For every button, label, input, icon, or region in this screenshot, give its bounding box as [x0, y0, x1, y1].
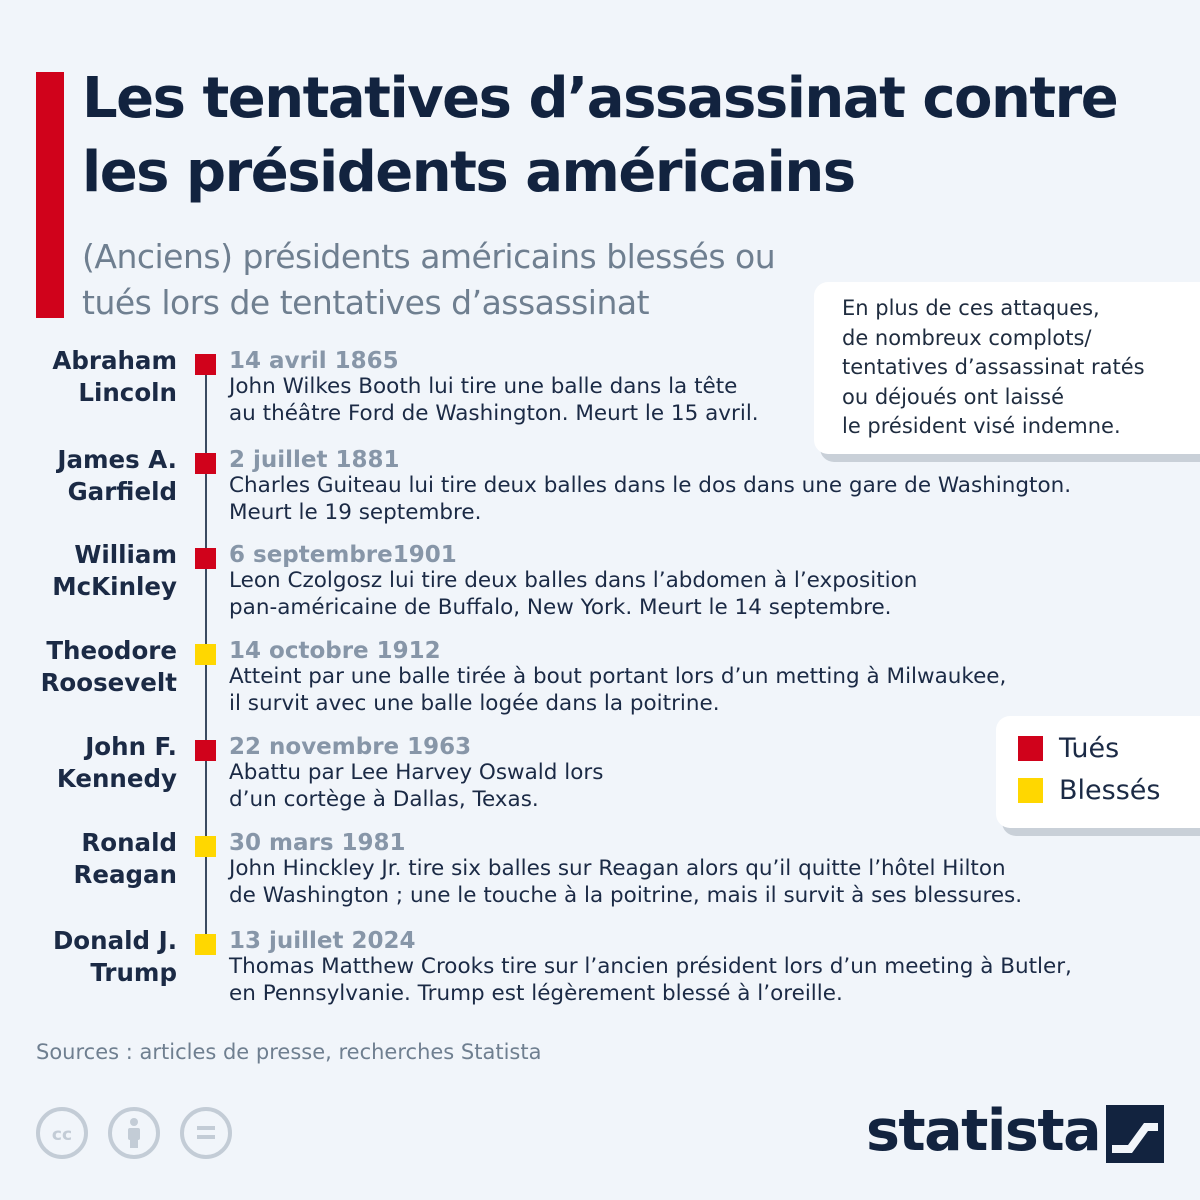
statista-logo-icon — [1106, 1105, 1164, 1163]
president-name: Theodore Roosevelt — [40, 636, 177, 697]
attempt-description: Thomas Matthew Crooks tire sur l’ancien … — [229, 954, 1072, 1006]
attempt-date: 22 novembre 1963 — [229, 734, 472, 760]
wounded-marker — [195, 934, 216, 955]
svg-text:cc: cc — [52, 1125, 72, 1145]
attempt-description: John Hinckley Jr. tire six balles sur Re… — [229, 856, 1023, 908]
attempt-date: 13 juillet 2024 — [229, 928, 416, 954]
killed-marker — [195, 548, 216, 569]
no-derivatives-icon[interactable] — [180, 1107, 232, 1159]
president-name: Abraham Lincoln — [52, 346, 177, 407]
president-name: Ronald Reagan — [73, 828, 177, 889]
note-text: En plus de ces attaques, de nombreux com… — [842, 296, 1145, 438]
legend-item-killed: Tués — [1018, 732, 1119, 764]
attempt-description: John Wilkes Booth lui tire une balle dan… — [229, 374, 759, 426]
president-name: James A. Garfield — [57, 445, 177, 506]
legend-item-wounded: Blessés — [1018, 774, 1160, 806]
cc-icon[interactable]: cc — [36, 1107, 88, 1159]
statista-logo[interactable]: statista — [866, 1098, 1102, 1164]
attempt-description: Abattu par Lee Harvey Oswald lors d’un c… — [229, 760, 604, 812]
sources-note: Sources : articles de presse, recherches… — [36, 1040, 542, 1064]
attribution-icon[interactable] — [108, 1107, 160, 1159]
attempt-date: 14 avril 1865 — [229, 348, 399, 374]
note-box: En plus de ces attaques, de nombreux com… — [814, 282, 1200, 454]
wounded-marker — [195, 836, 216, 857]
attempt-date: 6 septembre1901 — [229, 542, 457, 568]
legend: Tués Blessés — [996, 716, 1200, 828]
page-subtitle: (Anciens) présidents américains blessés … — [82, 237, 776, 322]
attempt-date: 14 octobre 1912 — [229, 638, 441, 664]
wounded-swatch — [1018, 777, 1043, 803]
killed-swatch — [1018, 735, 1043, 761]
president-name: William McKinley — [52, 540, 177, 601]
president-name: John F. Kennedy — [56, 732, 177, 793]
wounded-marker — [195, 644, 216, 665]
legend-label: Tués — [1059, 732, 1120, 764]
attempt-date: 30 mars 1981 — [229, 830, 406, 856]
accent-bar — [36, 72, 64, 318]
legend-label: Blessés — [1059, 774, 1161, 806]
attempt-description: Leon Czolgosz lui tire deux balles dans … — [229, 568, 918, 620]
killed-marker — [195, 740, 216, 761]
attempt-description: Atteint par une balle tirée à bout porta… — [229, 664, 1007, 716]
attempt-date: 2 juillet 1881 — [229, 447, 400, 473]
president-name: Donald J. Trump — [52, 926, 177, 987]
killed-marker — [195, 354, 216, 375]
page-title: Les tentatives d’assassinat contre les p… — [82, 66, 1119, 205]
killed-marker — [195, 453, 216, 474]
attempt-description: Charles Guiteau lui tire deux balles dan… — [229, 473, 1072, 525]
